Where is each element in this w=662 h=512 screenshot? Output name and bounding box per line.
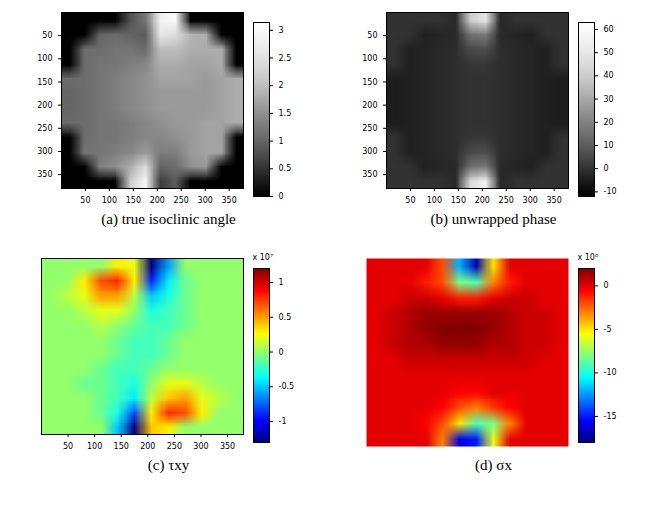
svg-text:150: 150 — [362, 78, 377, 87]
svg-text:1: 1 — [278, 137, 283, 146]
html-text:(c) τxy: (c) τxy — [147, 457, 190, 473]
svg-text:50: 50 — [42, 31, 52, 40]
svg-text:50: 50 — [405, 196, 415, 205]
svg-text:10: 10 — [603, 141, 613, 150]
svg-text:50: 50 — [80, 196, 90, 205]
svg-text:50: 50 — [367, 31, 377, 40]
svg-text:0.5: 0.5 — [278, 313, 291, 322]
svg-text:250: 250 — [37, 124, 52, 133]
html-text:(b) unwrapped phase: (b) unwrapped phase — [430, 211, 557, 227]
html-text:(a) true isoclinic angle: (a) true isoclinic angle — [101, 211, 236, 227]
svg-text:300: 300 — [362, 147, 377, 156]
svg-text:200: 200 — [474, 196, 489, 205]
svg-text:0.5: 0.5 — [278, 164, 291, 173]
svg-text:100: 100 — [87, 442, 102, 451]
svg-text:300: 300 — [37, 147, 52, 156]
svg-text:20: 20 — [603, 118, 613, 127]
svg-text:300: 300 — [193, 442, 208, 451]
svg-text:100: 100 — [362, 54, 377, 63]
svg-text:50: 50 — [603, 48, 613, 57]
svg-text:300: 300 — [197, 196, 212, 205]
html-text:x 10⁶: x 10⁶ — [577, 253, 599, 262]
svg-text:3: 3 — [278, 26, 283, 35]
svg-text:-10: -10 — [603, 368, 616, 377]
svg-text:-5: -5 — [603, 325, 611, 334]
svg-text:0: 0 — [603, 164, 608, 173]
svg-text:100: 100 — [426, 196, 441, 205]
svg-text:350: 350 — [219, 442, 234, 451]
svg-text:200: 200 — [362, 101, 377, 110]
html-text:x 10⁷: x 10⁷ — [252, 253, 274, 262]
svg-text:150: 150 — [113, 442, 128, 451]
svg-text:60: 60 — [603, 25, 613, 34]
svg-text:-0.5: -0.5 — [278, 382, 294, 391]
svg-text:150: 150 — [450, 196, 465, 205]
svg-text:300: 300 — [522, 196, 537, 205]
svg-text:-10: -10 — [603, 187, 616, 196]
svg-text:1: 1 — [278, 278, 283, 287]
svg-text:0: 0 — [278, 192, 283, 201]
svg-text:350: 350 — [546, 196, 561, 205]
svg-text:250: 250 — [362, 124, 377, 133]
svg-text:-15: -15 — [603, 412, 616, 421]
svg-text:250: 250 — [166, 442, 181, 451]
html-text:(d) σx: (d) σx — [475, 457, 512, 473]
svg-text:100: 100 — [37, 54, 52, 63]
svg-text:50: 50 — [62, 442, 72, 451]
svg-text:2: 2 — [278, 81, 283, 90]
svg-text:40: 40 — [603, 71, 613, 80]
svg-text:200: 200 — [37, 101, 52, 110]
svg-text:2.5: 2.5 — [278, 54, 291, 63]
svg-text:350: 350 — [221, 196, 236, 205]
svg-text:350: 350 — [37, 170, 52, 179]
svg-text:150: 150 — [37, 78, 52, 87]
svg-text:30: 30 — [603, 95, 613, 104]
svg-text:0: 0 — [603, 281, 608, 290]
svg-text:200: 200 — [140, 442, 155, 451]
svg-text:350: 350 — [362, 170, 377, 179]
svg-text:1.5: 1.5 — [278, 109, 291, 118]
svg-text:200: 200 — [149, 196, 164, 205]
svg-text:250: 250 — [173, 196, 188, 205]
svg-text:250: 250 — [498, 196, 513, 205]
svg-text:-1: -1 — [278, 417, 286, 426]
svg-text:0: 0 — [278, 348, 283, 357]
svg-text:150: 150 — [125, 196, 140, 205]
svg-text:100: 100 — [101, 196, 116, 205]
